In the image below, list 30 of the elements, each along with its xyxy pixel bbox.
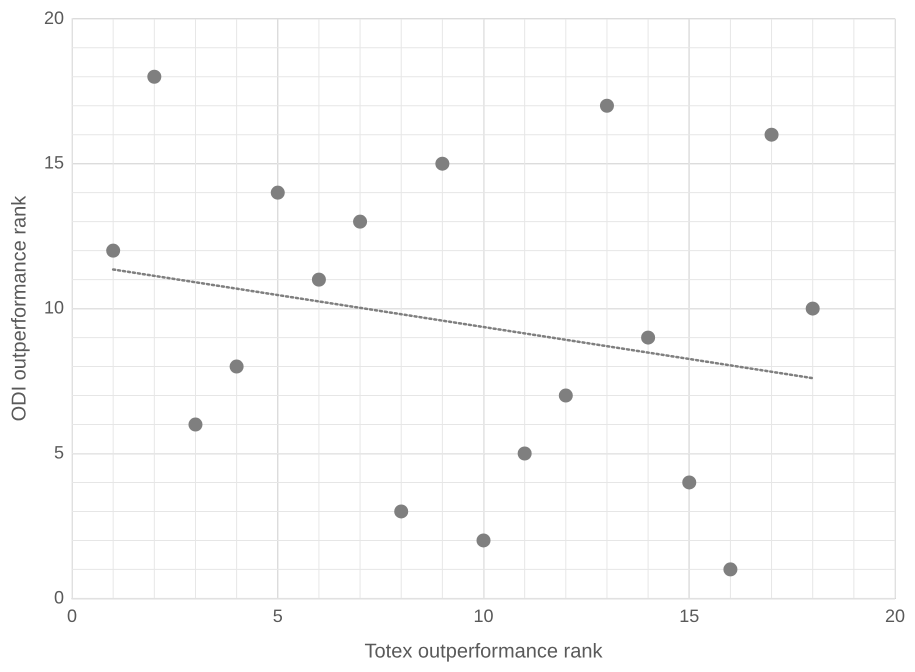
y-tick-label: 10 xyxy=(44,298,64,318)
x-axis-title: Totex outperformance rank xyxy=(364,640,604,663)
x-tick-label: 0 xyxy=(67,606,78,626)
point xyxy=(188,418,202,432)
point xyxy=(394,504,408,518)
point xyxy=(600,98,614,113)
point xyxy=(147,70,162,84)
point xyxy=(764,128,779,142)
point xyxy=(518,446,532,460)
point xyxy=(558,388,573,403)
point xyxy=(806,302,820,316)
point xyxy=(270,186,285,200)
point xyxy=(682,475,696,490)
y-tick-label: 5 xyxy=(54,442,64,462)
point xyxy=(476,533,491,548)
x-tick-label: 10 xyxy=(473,606,494,626)
point xyxy=(312,272,326,287)
x-tick-label: 20 xyxy=(884,606,906,626)
y-axis-title: ODI outperformance rank xyxy=(8,194,31,422)
y-tick-label: 15 xyxy=(44,152,64,173)
point xyxy=(435,156,450,171)
point xyxy=(106,244,120,258)
point xyxy=(353,214,368,229)
x-tick-label: 5 xyxy=(272,606,283,626)
y-tick-label: 0 xyxy=(54,587,64,608)
point xyxy=(723,562,738,576)
point xyxy=(230,360,244,374)
x-tick-label: 15 xyxy=(679,606,700,626)
point xyxy=(641,330,656,345)
y-tick-label: 20 xyxy=(44,8,64,28)
